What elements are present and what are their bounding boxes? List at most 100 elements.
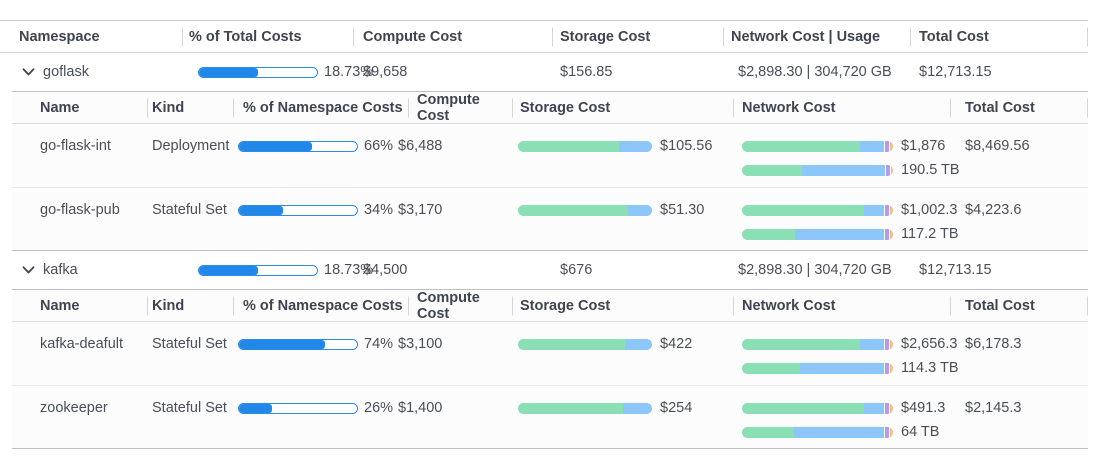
- bar-segment: [890, 204, 893, 216]
- bar-segment: [890, 362, 893, 374]
- bar-segment: [742, 426, 795, 438]
- network-usage-bar: [742, 228, 893, 240]
- namespace-storage-cost: $676: [560, 262, 593, 278]
- network-usage-value: 190.5 TB: [901, 162, 960, 178]
- chevron-down-icon[interactable]: [22, 266, 35, 274]
- bar-segment: [886, 164, 891, 176]
- bar-segment: [625, 338, 652, 350]
- sub-column-header-kind: Kind: [147, 290, 233, 322]
- storage-cost-value: $422: [660, 336, 693, 352]
- sub-column-header-pct-namespace-costs: % of Namespace Costs: [233, 290, 408, 322]
- bar-segment: [742, 204, 865, 216]
- namespace-network-cost-usage: $2,898.30 | 304,720 GB: [738, 262, 892, 278]
- storage-cost-bar: [518, 402, 652, 414]
- bar-segment: [518, 338, 626, 350]
- bar-segment: [864, 402, 884, 414]
- namespace-name: kafka: [43, 262, 78, 278]
- storage-cost-bar: [518, 140, 652, 152]
- namespace-compute-cost: $4,500: [363, 262, 408, 278]
- pct-total-costs-label: 18.73%: [324, 262, 374, 278]
- column-header-pct-total-costs: % of Total Costs: [182, 21, 353, 52]
- workload-name: kafka-deafult: [40, 336, 124, 352]
- namespace-storage-cost: $156.85: [560, 64, 613, 80]
- namespace-row[interactable]: kafka 18.73% $4,500 $676 $2,898.30 | 304…: [0, 251, 1088, 289]
- workload-total-cost: $6,178.3: [965, 336, 1022, 352]
- bar-segment: [859, 140, 884, 152]
- storage-cost-value: $105.56: [660, 138, 713, 154]
- cost-allocation-table: Namespace % of Total Costs Compute Cost …: [0, 20, 1088, 449]
- pct-namespace-costs-label: 26%: [364, 400, 394, 416]
- sub-column-header-network-cost: Network Cost: [733, 290, 950, 322]
- column-header-namespace: Namespace: [19, 28, 100, 45]
- workload-rows: kafka-deafult Stateful Set 74% $3,100 $4…: [12, 322, 1088, 448]
- column-header-storage-cost: Storage Cost: [552, 21, 723, 52]
- bar-segment: [742, 140, 860, 152]
- bar-segment: [884, 362, 890, 374]
- workload-row[interactable]: go-flask-int Deployment 66% $6,488 $105.…: [12, 124, 1088, 187]
- storage-cost-value: $51.30: [660, 202, 705, 218]
- workload-row[interactable]: go-flask-pub Stateful Set 34% $3,170 $51…: [12, 187, 1088, 250]
- pct-total-costs-bar: [198, 264, 318, 276]
- workload-compute-cost: $6,488: [398, 138, 443, 154]
- bar-segment: [864, 204, 884, 216]
- bar-segment: [618, 140, 652, 152]
- column-header-compute-cost: Compute Cost: [353, 21, 552, 52]
- network-cost-bar: [742, 204, 893, 216]
- bar-segment: [859, 338, 884, 350]
- network-usage-value: 117.2 TB: [901, 226, 959, 242]
- bar-segment: [890, 140, 893, 152]
- sub-column-header-total-cost: Total Cost: [950, 92, 1088, 124]
- network-usage-bar: [742, 362, 893, 374]
- workload-kind: Deployment: [152, 138, 230, 154]
- sub-column-header-storage-cost: Storage Cost: [512, 290, 733, 322]
- table-body: goflask 18.73% $9,658 $156.85 $2,898.30 …: [0, 53, 1088, 449]
- sub-column-header-storage-cost: Storage Cost: [512, 92, 733, 124]
- pct-namespace-costs-bar: [238, 204, 358, 216]
- namespace-network-cost-usage: $2,898.30 | 304,720 GB: [738, 64, 892, 80]
- namespace-compute-cost: $9,658: [363, 64, 408, 80]
- column-header-network-cost-usage: Network Cost | Usage: [723, 21, 910, 52]
- pct-namespace-costs-bar: [238, 402, 358, 414]
- network-cost-value: $2,656.3: [901, 336, 958, 352]
- bar-segment: [742, 338, 860, 350]
- namespace-section: goflask 18.73% $9,658 $156.85 $2,898.30 …: [0, 53, 1088, 251]
- workload-row[interactable]: kafka-deafult Stateful Set 74% $3,100 $4…: [12, 322, 1088, 385]
- bar-segment: [794, 426, 884, 438]
- network-usage-bar: [742, 164, 893, 176]
- bar-segment: [742, 164, 803, 176]
- pct-namespace-costs-bar: [238, 140, 358, 152]
- bar-segment: [518, 402, 623, 414]
- workload-total-cost: $8,469.56: [965, 138, 1030, 154]
- network-cost-bar: [742, 402, 893, 414]
- chevron-down-icon[interactable]: [22, 68, 35, 76]
- bar-segment: [742, 402, 865, 414]
- namespace-row[interactable]: goflask 18.73% $9,658 $156.85 $2,898.30 …: [0, 53, 1088, 91]
- bar-segment: [890, 426, 893, 438]
- bar-segment: [884, 338, 890, 350]
- bar-segment: [890, 228, 893, 240]
- bar-segment: [884, 204, 890, 216]
- workload-kind: Stateful Set: [152, 336, 227, 352]
- workload-total-cost: $4,223.6: [965, 202, 1022, 218]
- workload-row[interactable]: zookeeper Stateful Set 26% $1,400 $254 $…: [12, 385, 1088, 448]
- sub-column-header-name: Name: [40, 100, 80, 116]
- bar-segment: [884, 140, 890, 152]
- workload-compute-cost: $3,170: [398, 202, 443, 218]
- bar-segment: [518, 204, 628, 216]
- bar-segment: [884, 402, 890, 414]
- storage-cost-bar: [518, 338, 652, 350]
- pct-namespace-costs-label: 74%: [364, 336, 394, 352]
- workload-kind: Stateful Set: [152, 202, 227, 218]
- main-header-row: Namespace % of Total Costs Compute Cost …: [0, 21, 1088, 53]
- bar-segment: [891, 164, 893, 176]
- pct-total-costs-label: 18.73%: [324, 64, 374, 80]
- workload-compute-cost: $3,100: [398, 336, 443, 352]
- bar-segment: [622, 402, 652, 414]
- network-cost-bar: [742, 338, 893, 350]
- bar-segment: [794, 228, 884, 240]
- network-cost-bar: [742, 140, 893, 152]
- bar-segment: [890, 402, 893, 414]
- workload-rows: go-flask-int Deployment 66% $6,488 $105.…: [12, 124, 1088, 250]
- namespace-total-cost: $12,713.15: [919, 64, 992, 80]
- bar-segment: [802, 164, 886, 176]
